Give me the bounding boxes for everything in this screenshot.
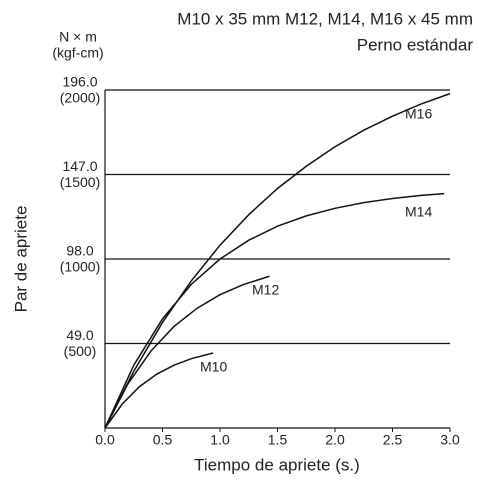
y-tick-label-secondary: (2000) xyxy=(60,90,100,106)
series-label: M12 xyxy=(252,282,279,298)
series-label: M10 xyxy=(200,359,227,375)
y-unit-secondary: (kgf-cm) xyxy=(52,45,103,61)
line-series xyxy=(104,275,270,429)
x-tick-label: 1.0 xyxy=(210,432,230,448)
y-tick-label-secondary: (1500) xyxy=(60,174,100,190)
chart-subtitle: Perno estándar xyxy=(357,35,474,54)
y-tick-label: 196.0 xyxy=(62,74,97,90)
x-tick-label: 2.0 xyxy=(325,432,345,448)
y-tick-label-secondary: (500) xyxy=(64,343,97,359)
y-tick-label-secondary: (1000) xyxy=(60,259,100,275)
series-label: M14 xyxy=(405,204,432,220)
y-tick-label: 49.0 xyxy=(66,327,93,343)
x-axis-label: Tiempo de apriete (s.) xyxy=(194,455,360,474)
x-tick-label: 2.5 xyxy=(383,432,403,448)
line-series xyxy=(104,352,214,429)
y-unit: N × m xyxy=(59,29,97,45)
y-axis-label: Par de apriete xyxy=(11,206,30,313)
y-tick-label: 98.0 xyxy=(66,243,93,259)
x-tick-label: 3.0 xyxy=(440,432,460,448)
x-tick-label: 1.5 xyxy=(268,432,288,448)
y-tick-label: 147.0 xyxy=(62,158,97,174)
chart-title: M10 x 35 mm M12, M14, M16 x 45 mm xyxy=(177,9,473,28)
line-series xyxy=(104,192,445,429)
x-tick-label: 0.0 xyxy=(95,432,115,448)
line-series xyxy=(104,92,451,429)
x-tick-label: 0.5 xyxy=(153,432,173,448)
series-label: M16 xyxy=(405,106,432,122)
